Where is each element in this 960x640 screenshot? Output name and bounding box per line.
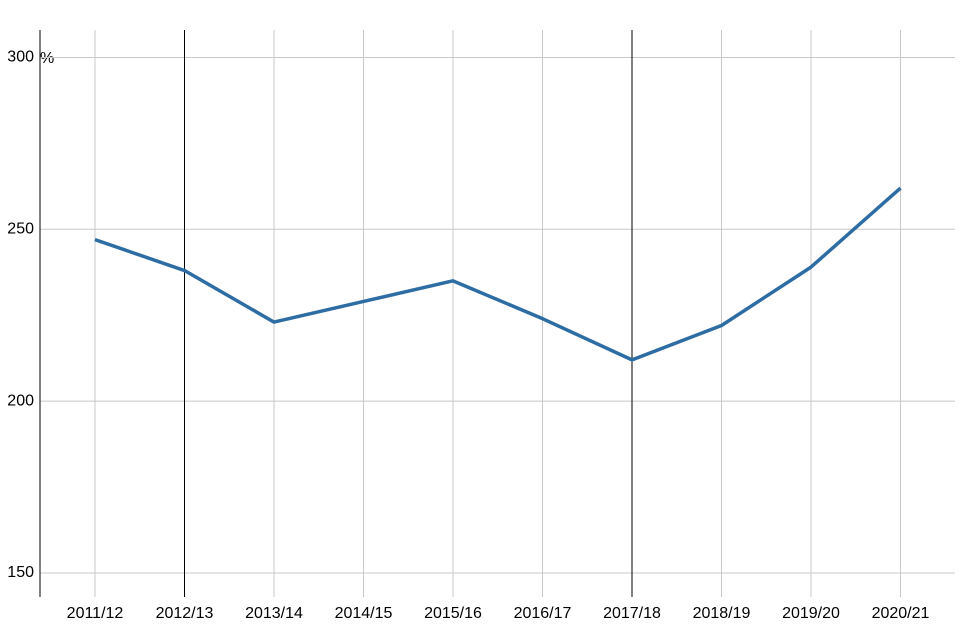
x-tick-label: 2011/12 — [67, 605, 124, 622]
y-axis-unit: % — [40, 50, 54, 67]
y-tick-label: 250 — [7, 221, 34, 238]
y-tick-label: 200 — [7, 392, 34, 409]
x-tick-label: 2017/18 — [603, 605, 661, 622]
x-tick-label: 2015/16 — [424, 605, 482, 622]
y-tick-label: 300 — [7, 49, 34, 66]
x-tick-label: 2019/20 — [782, 605, 840, 622]
x-tick-label: 2013/14 — [245, 605, 303, 622]
x-tick-label: 2020/21 — [872, 605, 930, 622]
x-tick-label: 2014/15 — [335, 605, 393, 622]
y-tick-label: 150 — [7, 564, 34, 581]
x-tick-label: 2016/17 — [514, 605, 572, 622]
data-line — [94, 186, 902, 362]
x-tick-label: 2018/19 — [693, 605, 751, 622]
x-tick-label: 2012/13 — [156, 605, 214, 622]
